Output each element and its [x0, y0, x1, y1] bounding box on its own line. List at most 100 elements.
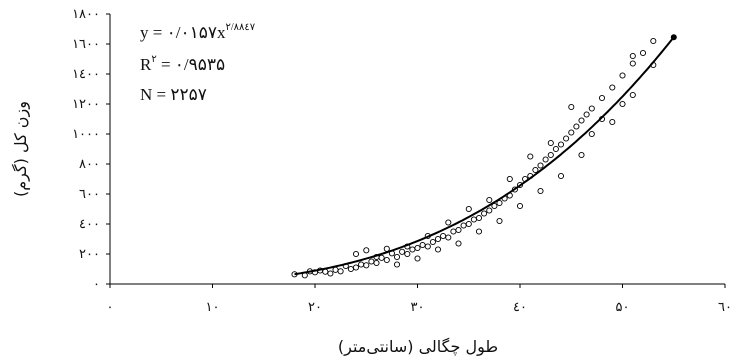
x-tick-label: ۰: [107, 300, 114, 315]
x-tick-label: ٦۰: [718, 300, 732, 315]
scatter-point: [568, 103, 575, 111]
scatter-point: [358, 261, 365, 268]
scatter-point: [475, 214, 483, 222]
scatter-point: [650, 37, 657, 45]
scatter-point: [491, 202, 498, 210]
x-tick-label: ۲۰: [308, 300, 322, 315]
trend-curve: [294, 36, 675, 276]
y-tick-label: ۱٤۰۰: [72, 67, 100, 82]
scatter-point: [414, 255, 421, 262]
scatter-point: [506, 175, 513, 183]
scatter-point: [552, 145, 559, 153]
y-tick-label: ۱٦۰۰: [72, 37, 100, 52]
scatter-point: [337, 268, 344, 275]
scatter-point: [445, 219, 452, 226]
scatter-point: [609, 84, 616, 91]
scatter-point: [347, 265, 354, 273]
scatter-point: [563, 135, 570, 142]
r-squared-line: R۲ = ۰/۹۵۳۵: [140, 54, 225, 74]
scatter-point: [486, 207, 493, 214]
scatter-point: [557, 141, 565, 148]
y-axis-title: وزن کل (گرم): [11, 101, 31, 197]
scatter-point: [378, 254, 385, 261]
scatter-point: [419, 241, 426, 249]
scatter-point: [434, 235, 442, 243]
scatter-point: [547, 139, 554, 147]
data-points: [291, 37, 657, 279]
scatter-point: [557, 172, 565, 180]
y-tick-label: ۱۸۰۰: [72, 7, 100, 22]
y-tick-label: ٤۰۰: [79, 217, 100, 232]
r2-label: R: [140, 55, 152, 74]
scatter-point: [583, 111, 590, 118]
scatter-point: [475, 228, 483, 235]
scatter-point: [573, 123, 580, 130]
scatter-point: [568, 129, 575, 136]
scatter-point: [486, 196, 493, 204]
scatter-point: [527, 153, 534, 160]
scatter-point: [537, 162, 544, 169]
scatter-point: [629, 91, 636, 99]
scatter-point: [496, 217, 503, 225]
scatter-point: [460, 222, 467, 229]
scatter-point: [629, 60, 636, 67]
scatter-point: [455, 226, 462, 234]
scatter-point: [481, 210, 488, 217]
scatter-point: [414, 244, 421, 252]
scatter-point: [609, 118, 616, 126]
scatter-point: [532, 166, 539, 174]
scatter-point: [542, 156, 549, 163]
scatter-point: [368, 258, 375, 265]
scatter-point: [619, 72, 626, 79]
x-tick-label: ۵۰: [616, 300, 630, 315]
x-axis-ticks: ۰ ۱۰ ۲۰ ۳۰ ٤۰ ۵۰ ٦۰: [107, 284, 732, 315]
scatter-point: [598, 94, 606, 102]
scatter-point: [327, 270, 334, 277]
scatter-point: [619, 100, 626, 108]
x-tick-label: ۱۰: [206, 300, 220, 315]
scatter-point: [588, 105, 595, 112]
y-tick-label: ٦۰۰: [79, 187, 100, 202]
scatter-point: [434, 246, 442, 253]
equation-prefix: y =: [140, 23, 167, 42]
scatter-point: [578, 151, 585, 159]
scatter-point: [639, 49, 647, 57]
trend-curve-endpoint: [670, 34, 677, 41]
regression-annotation: y = ۰/۰۱۵۷x۲/۸۸٤۷ R۲ = ۰/۹۵۳۵ N = ۲۲۵۷: [140, 22, 256, 104]
scatter-point: [445, 234, 452, 241]
scatter-point: [424, 243, 431, 250]
scatter-point: [516, 202, 524, 210]
equation-exponent: ۲/۸۸٤۷: [225, 22, 255, 33]
scatter-point: [363, 262, 370, 269]
scatter-point: [455, 240, 462, 247]
sample-size-line: N = ۲۲۵۷: [140, 85, 207, 104]
scatter-point: [450, 228, 457, 235]
scatter-point: [352, 250, 360, 258]
y-tick-label: ۱۲۰۰: [72, 97, 100, 112]
scatter-point: [363, 247, 370, 254]
scatter-point: [496, 199, 503, 207]
scatter-point: [465, 220, 472, 228]
equation-line: y = ۰/۰۱۵۷x۲/۸۸٤۷: [140, 22, 256, 42]
scatter-point: [588, 130, 595, 138]
scatter-point: [393, 253, 401, 261]
scatter-point: [393, 261, 401, 268]
y-tick-label: ۱۰۰۰: [72, 127, 100, 142]
scatter-point: [409, 246, 416, 253]
scatter-point: [404, 250, 411, 258]
scatter-point: [332, 266, 339, 273]
scatter-point: [399, 248, 406, 255]
scatter-point: [465, 205, 472, 213]
y-tick-label: ۸۰۰: [79, 157, 100, 172]
r2-sup: ۲: [151, 54, 156, 65]
scatter-point: [578, 117, 585, 124]
x-axis-title: طول چگالی (سانتی‌متر): [338, 337, 498, 357]
scatter-point: [440, 232, 447, 240]
scatter-point: [629, 52, 636, 60]
scatter-point: [429, 238, 436, 246]
scatter-point: [352, 264, 360, 271]
x-tick-label: ٤۰: [513, 300, 527, 315]
y-tick-label: ۰: [93, 277, 100, 292]
r2-value: = ۰/۹۵۳۵: [157, 55, 225, 74]
